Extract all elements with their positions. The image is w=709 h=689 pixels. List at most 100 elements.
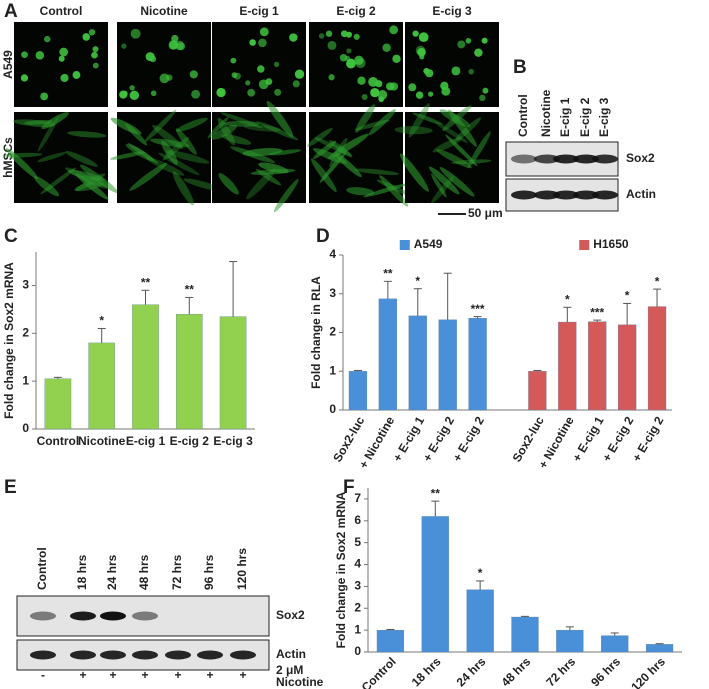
bar [348,371,368,411]
x-tick-label: E-cig 3 [213,434,253,448]
cell [149,138,190,148]
band [553,154,579,164]
cell [80,175,109,187]
cell [428,166,460,195]
column-label: Nicotine [140,4,188,18]
cell [417,47,426,57]
cell [474,48,483,57]
cell [40,92,49,101]
cell [92,46,99,53]
cell [382,43,391,52]
cell [346,58,356,69]
significance: ** [383,267,393,281]
y-axis-label: Fold change in Sox2 mRNA [2,262,16,419]
cell [273,61,280,67]
cell [161,140,178,165]
cell [130,28,141,39]
band [534,154,560,164]
band [553,190,579,200]
column-label: E-cig 3 [432,4,472,18]
cell [176,117,208,132]
cell [110,117,142,135]
cell [436,149,472,169]
cell [59,47,69,57]
cell [457,40,466,49]
column-label: E-cig 1 [239,4,279,18]
cell [392,54,401,64]
band [100,611,126,621]
cell [20,74,29,82]
error-bar [413,288,422,316]
bar [647,306,667,411]
cell [224,120,260,127]
y-tick-label: 5 [354,535,361,549]
y-tick-label: 2 [329,325,336,339]
band [70,650,96,660]
error-bar [521,615,529,618]
band [165,650,191,660]
cell [418,32,429,43]
cell [189,70,198,79]
cell [121,90,128,97]
panel-label: B [513,57,527,78]
error-bar [473,316,482,319]
cell [328,133,369,160]
lane-label: E-cig 1 [558,97,572,137]
lane-label: Nicotine [539,89,553,137]
x-tick-label: 72 hrs [543,654,578,689]
y-tick-label: 0 [329,402,336,416]
cell [121,43,127,49]
cell [60,73,69,83]
x-tick-label: E-cig 1 [126,434,166,448]
cell [172,171,195,206]
y-tick-label: 4 [329,247,336,261]
treatment-label: 2 μM [276,663,303,677]
cell [408,83,417,92]
band-label: Sox2 [276,608,305,622]
x-tick-label: 48 hrs [498,654,533,689]
cell [310,158,337,192]
cell [307,127,333,147]
cell [292,80,300,88]
cell [246,168,276,200]
band [70,611,96,621]
band [573,154,599,164]
bar [132,304,159,430]
bar [219,316,247,430]
column-label: Control [40,4,83,18]
cell [273,178,299,213]
cell [357,76,366,85]
treatment: - [41,668,45,682]
band [511,190,537,200]
cell [150,90,157,97]
cell [80,164,119,194]
cell [67,131,107,138]
y-tick-label: 4 [354,557,361,571]
cell [425,69,434,78]
cell [221,134,252,145]
cell [363,183,408,198]
bar [438,319,457,411]
cell [340,30,348,38]
bar [645,644,674,653]
cell [145,52,155,62]
bar [588,321,607,411]
cell [58,55,65,62]
cell [370,87,380,98]
cell [233,72,241,80]
y-tick-label: 1 [329,363,336,377]
band [592,190,618,200]
lane-label: 72 hrs [170,554,184,590]
legend-label: H1650 [593,237,629,251]
cell [355,104,376,133]
y-tick-label: 3 [329,286,336,300]
cell [5,148,39,180]
y-tick-label: 0 [354,644,361,658]
scale-bar-label: 50 μm [468,206,503,220]
cell [258,79,269,90]
cell [174,40,185,51]
lane-label: 48 hrs [137,554,151,590]
bar [556,629,584,653]
cell [65,151,98,167]
band [592,154,618,164]
